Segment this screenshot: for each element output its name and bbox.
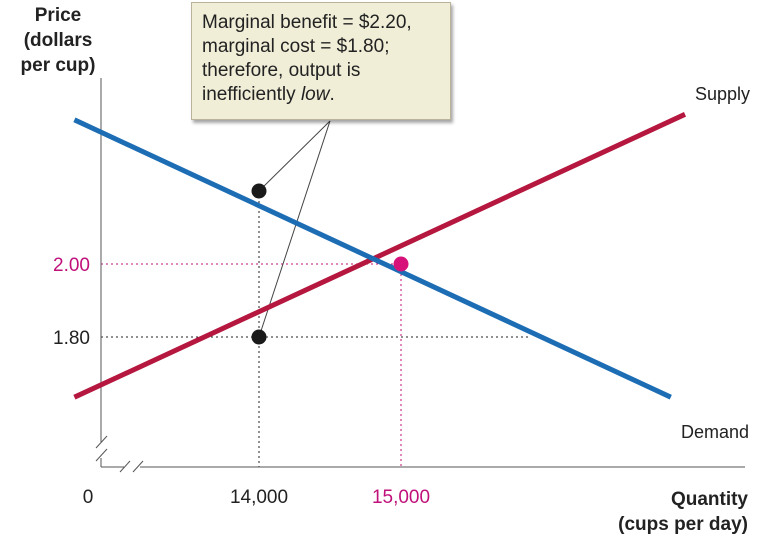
annotation-line-4: inefficiently low. xyxy=(202,83,440,107)
callout-leader-lines xyxy=(258,120,331,338)
x-axis-break-mark-1 xyxy=(119,460,131,473)
axes xyxy=(95,78,745,473)
origin-label: 0 xyxy=(83,487,94,508)
y-axis-break-mark-1 xyxy=(95,435,108,449)
series-line-demand xyxy=(73,117,672,400)
series-line-supply xyxy=(73,112,687,400)
data-point-2 xyxy=(251,329,267,345)
annotation-callout: Marginal benefit = $2.20, marginal cost … xyxy=(191,2,451,120)
annotation-line-3: therefore, output is xyxy=(202,60,361,81)
y-axis-title-line-2: (dollars xyxy=(24,30,93,51)
annotation-line-1: Marginal benefit = $2.20, xyxy=(202,12,412,33)
y-tick-label-2-00: 2.00 xyxy=(53,255,90,276)
x-axis-title-line-2: (cups per day) xyxy=(618,514,748,535)
curve-labels: Supply Demand xyxy=(681,84,750,442)
y-axis-title-line-1: Price xyxy=(35,5,81,26)
leader-line-marginal-benefit xyxy=(258,120,331,192)
series xyxy=(73,112,687,400)
annotation-line-2: marginal cost = $1.80; xyxy=(202,36,390,57)
x-axis-break-mark-2 xyxy=(132,460,144,473)
y-axis-title-line-3: per cup) xyxy=(21,55,96,76)
data-point-3 xyxy=(393,256,409,272)
series-label-demand: Demand xyxy=(681,422,749,442)
y-axis-break-mark-2 xyxy=(95,448,108,462)
annotation-emphasis: low xyxy=(300,84,330,105)
y-tick-label-1-80: 1.80 xyxy=(53,328,90,349)
annotation-line-4-prefix: inefficiently xyxy=(202,84,301,105)
annotation-line-4-suffix: . xyxy=(329,84,335,105)
points xyxy=(251,183,409,345)
data-point-1 xyxy=(251,183,267,199)
series-label-supply: Supply xyxy=(695,84,750,104)
leader-line-marginal-cost xyxy=(258,120,331,338)
tick-labels: 14,000 15,000 2.00 1.80 xyxy=(53,255,430,508)
x-axis-title-line-1: Quantity xyxy=(671,489,748,510)
x-tick-label-15-000: 15,000 xyxy=(372,487,430,508)
reference-lines xyxy=(101,191,530,467)
x-tick-label-14-000: 14,000 xyxy=(230,487,288,508)
